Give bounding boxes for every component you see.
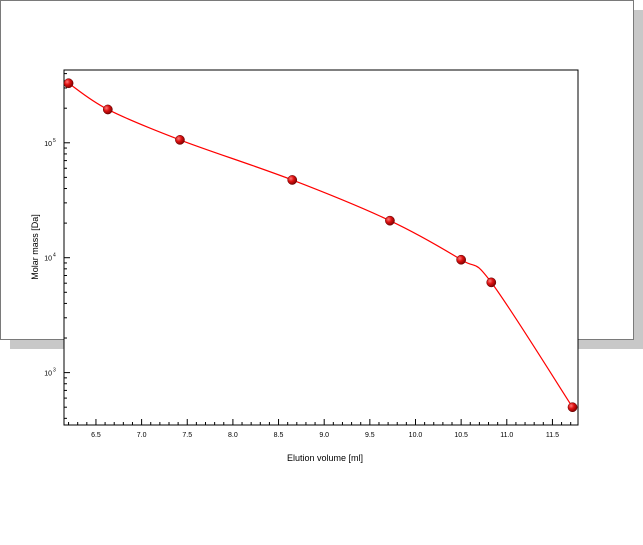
data-point bbox=[385, 215, 395, 226]
x-tick-label: 7.0 bbox=[137, 432, 147, 439]
x-tick-label: 8.0 bbox=[228, 432, 238, 439]
x-tick-label: 8.5 bbox=[274, 432, 284, 439]
data-point bbox=[175, 135, 185, 145]
y-tick-label-exponent: 3 bbox=[53, 368, 56, 374]
x-axis-label: Elution volume [ml] bbox=[287, 453, 363, 463]
x-tick-label: 9.5 bbox=[365, 432, 375, 439]
x-tick-label: 6.5 bbox=[91, 432, 101, 439]
x-axis-tick-labels: 6.5 7.0 7.5 8.0 8.5 9.0 9.5 10.0 10.5 11.0 11.5 bbox=[91, 432, 559, 439]
x-axis-ticks bbox=[68, 419, 572, 425]
y-tick-label-exponent: 5 bbox=[53, 138, 56, 144]
y-tick-label-exponent: 4 bbox=[53, 253, 56, 259]
plot-area bbox=[63, 69, 579, 426]
data-point bbox=[102, 104, 113, 115]
data-point bbox=[567, 402, 578, 413]
y-tick-label: 10 bbox=[44, 371, 52, 378]
y-tick-label: 10 bbox=[44, 141, 52, 148]
y-tick-label: 10 bbox=[44, 256, 52, 263]
y-axis-label: Molar mass [Da] bbox=[30, 214, 40, 280]
y-axis-ticks bbox=[64, 73, 70, 419]
frame-shadow-right bbox=[633, 10, 643, 349]
data-points bbox=[63, 78, 578, 413]
data-point bbox=[486, 277, 497, 288]
x-tick-label: 7.5 bbox=[182, 432, 192, 439]
x-tick-label: 11.0 bbox=[500, 432, 513, 439]
data-point bbox=[287, 175, 298, 185]
data-point bbox=[456, 254, 466, 265]
data-point bbox=[63, 78, 74, 89]
x-tick-label: 10.5 bbox=[454, 432, 468, 439]
x-tick-label: 10.0 bbox=[409, 432, 423, 439]
x-tick-label: 9.0 bbox=[319, 432, 329, 439]
x-tick-label: 11.5 bbox=[546, 432, 559, 439]
